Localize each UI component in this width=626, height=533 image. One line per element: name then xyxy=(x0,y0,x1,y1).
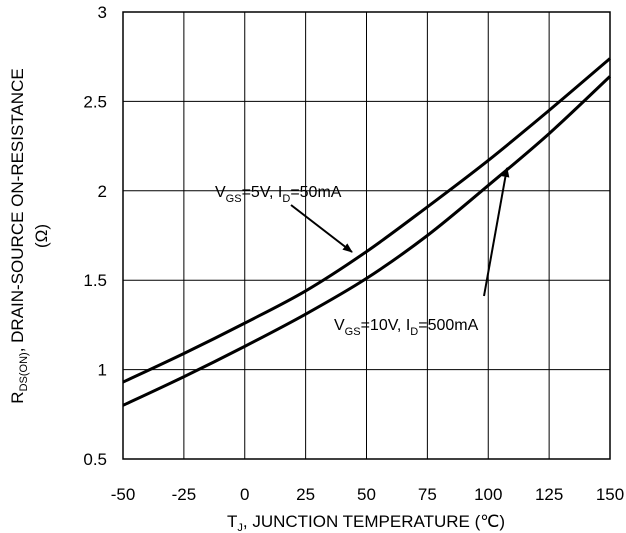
x-tick-label: -25 xyxy=(172,485,197,504)
grid xyxy=(123,12,610,459)
y-tick-label: 1.5 xyxy=(83,271,107,290)
y-tick-label: 1 xyxy=(98,361,107,380)
y-axis-label-line1: RDS(ON), DRAIN-SOURCE ON-RESISTANCE xyxy=(8,68,30,403)
tick-labels: -50 -25 0 25 50 75 100 125 150 0.5 1 1.5 2 2.5 3 xyxy=(83,3,624,504)
x-tick-label: 25 xyxy=(296,485,315,504)
plot-frame xyxy=(122,11,611,460)
annotation-arrow-2 xyxy=(483,167,510,297)
annotation-series-2: VGS=10V, ID=500mA xyxy=(334,167,510,338)
x-tick-label: -50 xyxy=(111,485,136,504)
x-tick-label: 125 xyxy=(535,485,563,504)
annotation-label-2: VGS=10V, ID=500mA xyxy=(334,317,479,338)
annotation-label-1: VGS=5V, ID=50mA xyxy=(215,184,342,205)
x-tick-label: 150 xyxy=(596,485,624,504)
x-axis-label: TJ, JUNCTION TEMPERATURE (℃) xyxy=(227,512,505,533)
y-tick-label: 2 xyxy=(98,182,107,201)
x-tick-label: 0 xyxy=(240,485,249,504)
series-layer xyxy=(122,57,612,407)
y-tick-label: 2.5 xyxy=(83,92,107,111)
series-line-1 xyxy=(122,57,611,384)
x-tick-label: 100 xyxy=(474,485,502,504)
y-axis-label-line2: (Ω) xyxy=(32,224,51,248)
series-line-2 xyxy=(122,75,612,407)
y-tick-label: 3 xyxy=(98,3,107,22)
y-tick-label: 0.5 xyxy=(83,450,107,469)
annotation-series-1: VGS=5V, ID=50mA xyxy=(215,184,353,253)
annotation-arrow-1 xyxy=(290,204,353,253)
y-axis-label: RDS(ON), DRAIN-SOURCE ON-RESISTANCE (Ω) xyxy=(8,68,51,403)
x-tick-label: 75 xyxy=(418,485,437,504)
x-tick-label: 50 xyxy=(357,485,376,504)
